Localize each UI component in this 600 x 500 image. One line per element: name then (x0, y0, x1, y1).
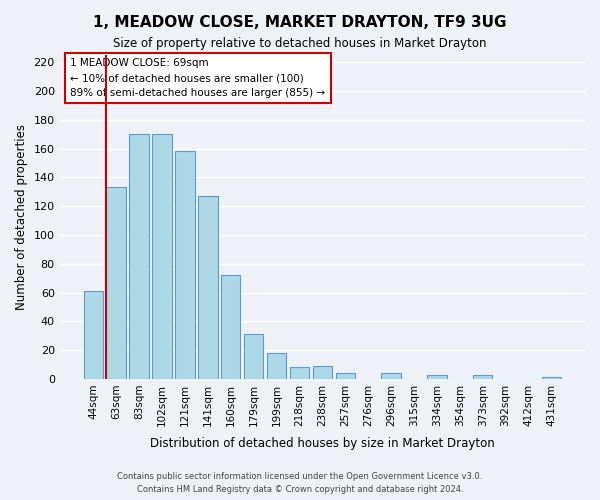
Bar (427, 374, 446, 379)
Bar (382, 373, 401, 379)
Bar (542, 378, 561, 379)
Bar (106, 188, 126, 379)
Text: 1, MEADOW CLOSE, MARKET DRAYTON, TF9 3UG: 1, MEADOW CLOSE, MARKET DRAYTON, TF9 3UG (93, 15, 507, 30)
Text: Contains public sector information licensed under the Open Government Licence v3: Contains public sector information licen… (118, 472, 482, 481)
Text: Size of property relative to detached houses in Market Drayton: Size of property relative to detached ho… (113, 38, 487, 51)
Bar (267, 353, 286, 379)
Bar (175, 152, 194, 379)
Bar (335, 373, 355, 379)
Bar (221, 276, 241, 379)
Text: Contains HM Land Registry data © Crown copyright and database right 2024.: Contains HM Land Registry data © Crown c… (137, 485, 463, 494)
Bar (473, 374, 493, 379)
Bar (290, 368, 309, 379)
Bar (83, 291, 103, 379)
Bar (152, 134, 172, 379)
Bar (313, 366, 332, 379)
Y-axis label: Number of detached properties: Number of detached properties (15, 124, 28, 310)
Text: 1 MEADOW CLOSE: 69sqm
← 10% of detached houses are smaller (100)
89% of semi-det: 1 MEADOW CLOSE: 69sqm ← 10% of detached … (70, 58, 325, 98)
Bar (130, 134, 149, 379)
Bar (244, 334, 263, 379)
Bar (198, 196, 218, 379)
X-axis label: Distribution of detached houses by size in Market Drayton: Distribution of detached houses by size … (150, 437, 495, 450)
